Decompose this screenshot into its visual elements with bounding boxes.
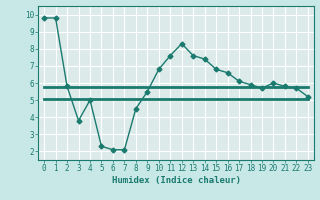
- X-axis label: Humidex (Indice chaleur): Humidex (Indice chaleur): [111, 176, 241, 185]
